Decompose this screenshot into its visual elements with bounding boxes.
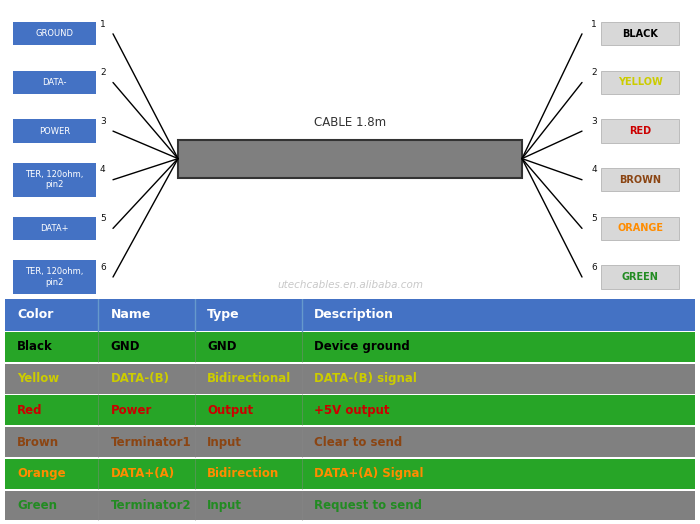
Text: Terminator2: Terminator2: [111, 499, 191, 512]
Text: 2: 2: [592, 68, 597, 77]
Text: Device ground: Device ground: [314, 341, 410, 353]
Bar: [5, 332, 695, 362]
Text: Name: Name: [111, 308, 151, 321]
Bar: [13, 71, 96, 94]
Text: Green: Green: [18, 499, 57, 512]
Bar: [13, 163, 96, 196]
Text: Orange: Orange: [18, 467, 66, 481]
Text: BLACK: BLACK: [622, 29, 658, 39]
Bar: [5, 459, 695, 489]
Text: Output: Output: [207, 404, 253, 417]
Text: Input: Input: [207, 435, 242, 449]
Text: Red: Red: [18, 404, 43, 417]
Text: Bidirectional: Bidirectional: [207, 372, 291, 385]
Text: DATA+: DATA+: [41, 224, 69, 233]
Text: GND: GND: [111, 341, 140, 353]
Text: 6: 6: [100, 263, 106, 272]
Text: ORANGE: ORANGE: [617, 223, 663, 233]
Text: Description: Description: [314, 308, 394, 321]
Bar: [601, 119, 679, 143]
Text: YELLOW: YELLOW: [617, 78, 662, 88]
Text: 1: 1: [592, 19, 597, 28]
Bar: [601, 71, 679, 94]
Text: 3: 3: [592, 117, 597, 126]
Text: TER, 120ohm,
pin2: TER, 120ohm, pin2: [25, 267, 84, 287]
Text: Request to send: Request to send: [314, 499, 422, 512]
Text: DATA-(B): DATA-(B): [111, 372, 169, 385]
Text: Input: Input: [207, 499, 242, 512]
Bar: [5, 490, 695, 520]
Text: GREEN: GREEN: [622, 272, 659, 282]
Text: Brown: Brown: [18, 435, 60, 449]
Text: 5: 5: [100, 214, 106, 223]
Text: Black: Black: [18, 341, 53, 353]
Bar: [13, 260, 96, 294]
Text: Terminator1: Terminator1: [111, 435, 191, 449]
Text: 3: 3: [100, 117, 106, 126]
Bar: [601, 22, 679, 46]
Text: GROUND: GROUND: [36, 29, 74, 38]
Text: Power: Power: [111, 404, 152, 417]
Text: CABLE 1.8m: CABLE 1.8m: [314, 116, 386, 129]
Text: DATA+(A): DATA+(A): [111, 467, 174, 481]
Text: DATA+(A) Signal: DATA+(A) Signal: [314, 467, 424, 481]
Bar: [13, 217, 96, 240]
Text: DATA-(B) signal: DATA-(B) signal: [314, 372, 417, 385]
Text: 2: 2: [100, 68, 106, 77]
Text: DATA-: DATA-: [42, 78, 66, 87]
Bar: [13, 22, 96, 46]
Text: +5V output: +5V output: [314, 404, 390, 417]
Text: GND: GND: [207, 341, 237, 353]
Text: POWER: POWER: [39, 127, 70, 136]
Text: 1: 1: [100, 19, 106, 28]
Bar: [5, 364, 695, 394]
Text: 5: 5: [592, 214, 597, 223]
Bar: [601, 217, 679, 240]
Text: Bidirection: Bidirection: [207, 467, 279, 481]
Text: Clear to send: Clear to send: [314, 435, 402, 449]
Text: Type: Type: [207, 308, 240, 321]
Text: Yellow: Yellow: [18, 372, 60, 385]
Text: utechcables.en.alibaba.com: utechcables.en.alibaba.com: [277, 280, 423, 290]
Text: 6: 6: [592, 263, 597, 272]
Text: RED: RED: [629, 126, 651, 136]
Bar: [601, 168, 679, 191]
Text: TER, 120ohm,
pin2: TER, 120ohm, pin2: [25, 170, 84, 190]
Bar: [601, 265, 679, 289]
Bar: [5, 299, 695, 331]
Text: 4: 4: [100, 166, 106, 174]
Text: 4: 4: [592, 166, 597, 174]
Text: BROWN: BROWN: [619, 174, 661, 185]
Text: Color: Color: [18, 308, 54, 321]
Bar: [178, 139, 522, 178]
Bar: [5, 427, 695, 457]
Bar: [5, 395, 695, 425]
Bar: [13, 119, 96, 143]
